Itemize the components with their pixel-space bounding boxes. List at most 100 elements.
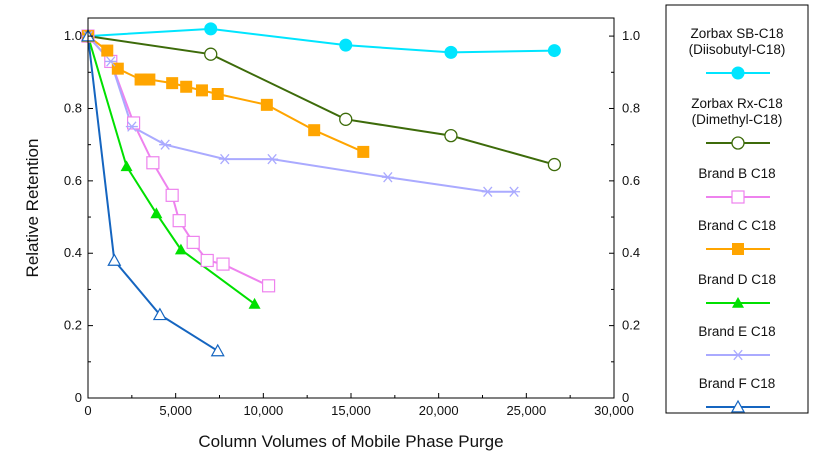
data-point-shape — [143, 73, 156, 86]
data-point — [339, 38, 353, 52]
legend-marker — [732, 243, 744, 255]
data-point-shape — [174, 243, 187, 255]
legend-marker — [732, 349, 744, 361]
data-point — [260, 98, 273, 111]
data-point-shape — [216, 257, 230, 271]
data-point — [547, 157, 562, 172]
data-point — [125, 121, 138, 132]
legend-label: Brand C C18 — [698, 218, 776, 233]
legend-label: Brand D C18 — [698, 272, 776, 287]
x-tick-label: 0 — [84, 403, 91, 418]
legend-label: (Dimethyl-C18) — [692, 112, 783, 127]
data-point — [107, 253, 122, 266]
data-point — [150, 207, 163, 219]
data-point-shape — [120, 160, 133, 172]
legend-box — [665, 4, 809, 414]
y-tick-label-left: 1.0 — [64, 28, 82, 43]
data-point — [508, 186, 521, 197]
data-point-shape — [444, 128, 458, 143]
y-tick-label-left: 0.2 — [64, 318, 82, 333]
legend-marker — [731, 190, 745, 204]
series-line — [87, 35, 364, 153]
data-point — [339, 112, 353, 126]
data-point — [159, 139, 172, 150]
data-point — [165, 188, 179, 202]
data-point-shape — [260, 98, 273, 111]
data-point — [200, 253, 214, 268]
series-markers-1 — [81, 29, 562, 172]
data-point-shape — [107, 253, 122, 266]
y-tick-label-right: 0.8 — [622, 100, 640, 115]
y-tick-label-left: 0.8 — [64, 100, 82, 115]
data-point — [444, 128, 458, 143]
series-3 — [87, 35, 364, 153]
data-point-shape — [152, 307, 167, 321]
legend-marker-shape — [731, 136, 745, 150]
y-tick-label-right: 0.6 — [622, 173, 640, 188]
x-tick-label: 20,000 — [419, 403, 459, 418]
legend-label: Zorbax Rx-C18 — [691, 96, 783, 111]
y-tick-label-left: 0.6 — [64, 173, 82, 188]
data-point-shape — [200, 253, 214, 268]
data-point — [143, 73, 156, 86]
data-point-shape — [211, 88, 224, 100]
plot-frame — [87, 17, 615, 399]
x-axis-title: Column Volumes of Mobile Phase Purge — [198, 432, 503, 451]
data-point-shape — [547, 44, 561, 58]
legend-entry: Brand C C18 — [698, 218, 776, 255]
data-point — [152, 307, 167, 321]
y-axis-title: Relative Retention — [23, 139, 42, 278]
data-point — [180, 80, 193, 93]
data-point-shape — [339, 112, 353, 126]
data-point — [104, 56, 117, 67]
data-point-shape — [444, 45, 458, 59]
series-6 — [87, 35, 219, 352]
legend-label: Brand E C18 — [698, 324, 775, 339]
data-point-shape — [204, 22, 218, 36]
data-point-shape — [146, 156, 160, 170]
data-point — [166, 77, 179, 90]
data-point — [174, 243, 187, 255]
y-tick-label-right: 0.4 — [622, 245, 640, 260]
data-point-shape — [481, 186, 494, 197]
legend-marker — [731, 66, 745, 80]
legend-entry: Zorbax Rx-C18(Dimethyl-C18) — [691, 96, 783, 150]
data-point-shape — [381, 172, 394, 183]
series-markers-4 — [82, 30, 261, 309]
x-tick-label: 5,000 — [159, 403, 192, 418]
legend-entry: Brand B C18 — [698, 166, 776, 204]
legend: Zorbax SB-C18(Diisobutyl-C18) Zorbax Rx-C… — [665, 4, 809, 414]
x-tick-label: 30,000 — [594, 403, 634, 418]
series-line — [87, 35, 219, 352]
data-point — [248, 297, 261, 309]
legend-marker-shape — [732, 297, 744, 308]
y-tick-label-left: 0.4 — [64, 245, 82, 260]
data-point-shape — [165, 188, 179, 202]
legend-marker-shape — [730, 399, 746, 413]
x-tick-label: 15,000 — [331, 403, 371, 418]
legend-label: Zorbax SB-C18 — [690, 26, 783, 41]
data-point-shape — [125, 121, 138, 132]
x-tick-label: 25,000 — [506, 403, 546, 418]
legend-label: Brand B C18 — [698, 166, 775, 181]
data-point — [101, 44, 114, 57]
series-markers-6 — [80, 28, 225, 357]
legend-marker-shape — [732, 349, 744, 361]
legend-marker — [730, 399, 746, 413]
x-tick-label: 10,000 — [243, 403, 283, 418]
data-point-shape — [150, 207, 163, 219]
data-point-shape — [357, 145, 370, 158]
series-markers-3 — [82, 30, 370, 158]
legend-entry: Brand F C18 — [699, 376, 775, 413]
data-point — [172, 214, 186, 228]
data-point — [210, 343, 225, 357]
series-line — [87, 27, 555, 54]
data-point — [120, 160, 133, 172]
legend-entry: Zorbax SB-C18(Diisobutyl-C18) — [689, 26, 785, 80]
data-point-shape — [195, 84, 208, 97]
series-2 — [87, 35, 270, 287]
data-point — [381, 172, 394, 183]
legend-marker-shape — [731, 66, 745, 80]
data-point — [444, 45, 458, 59]
data-point — [547, 44, 561, 58]
